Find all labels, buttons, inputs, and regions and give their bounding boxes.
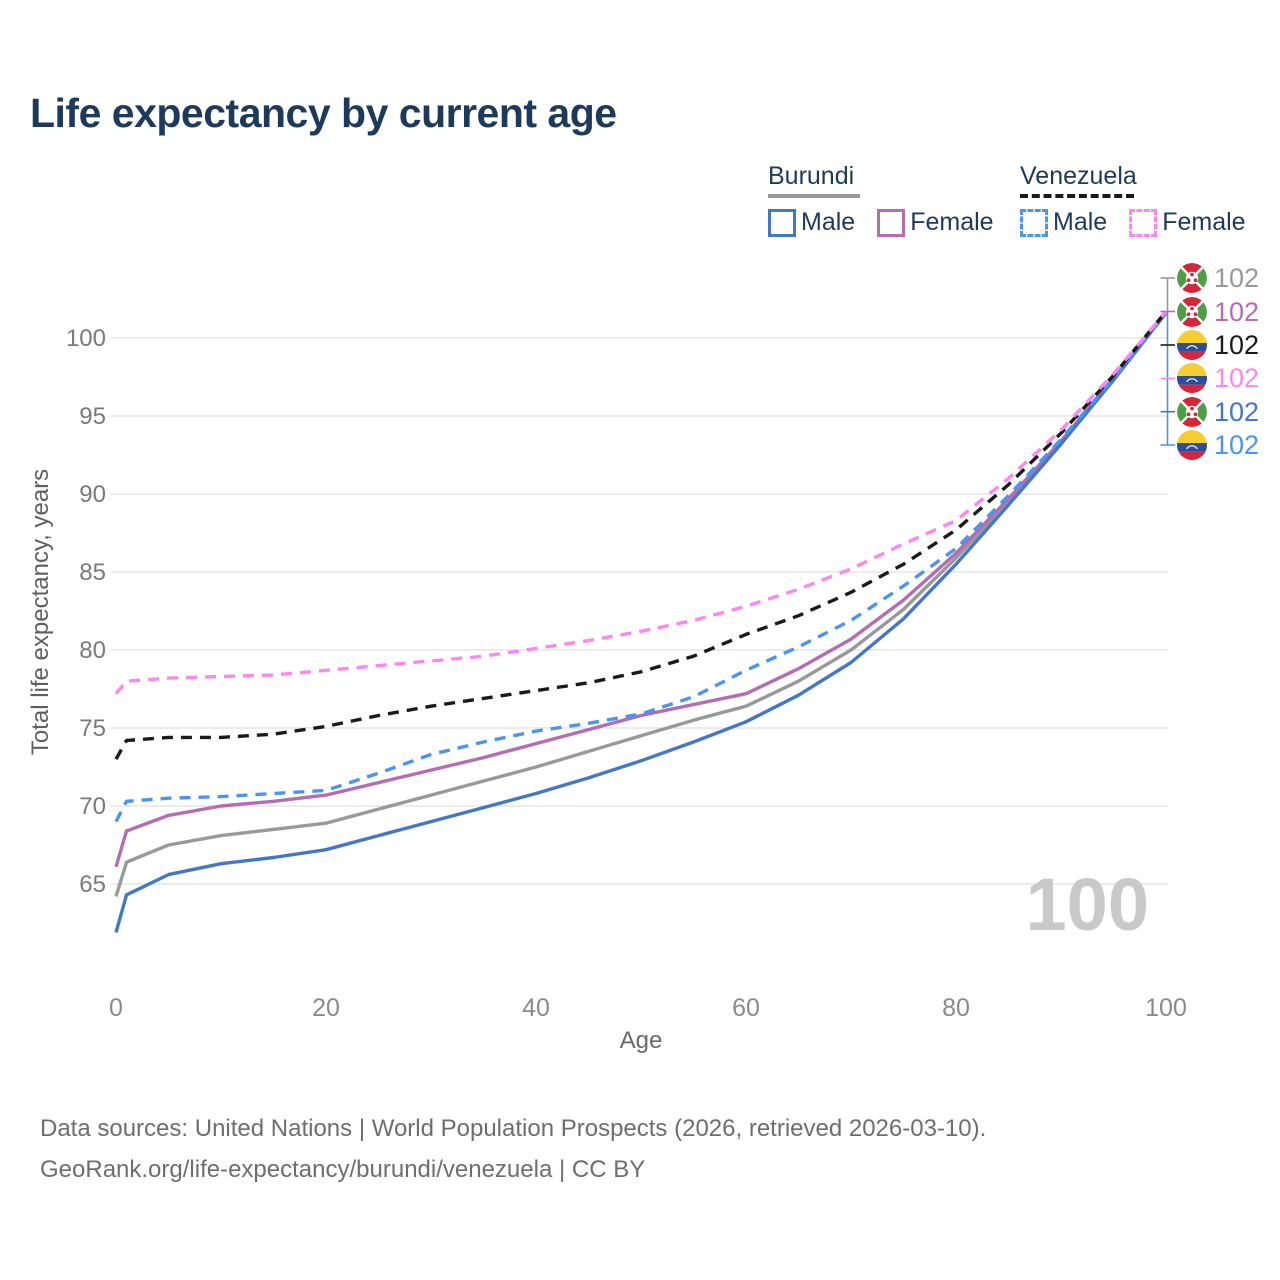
y-axis-title: Total life expectancy, years: [27, 469, 54, 755]
y-tick-label: 70: [79, 793, 106, 820]
x-axis-tick-labels: 0 20 40 60 80 100: [109, 994, 1187, 1022]
series-end-label: 102: [1177, 330, 1259, 360]
series-end-label: 102: [1177, 363, 1260, 394]
page-title: Life expectancy by current age: [30, 90, 617, 136]
series-end-label: 102: [1177, 296, 1260, 327]
y-tick-label: 95: [79, 403, 106, 430]
series-end-label: 102: [1177, 430, 1259, 460]
legend-item-burundi-female[interactable]: Female: [877, 208, 994, 237]
venezuela-line-style-sample: [1020, 194, 1134, 198]
legend-country-venezuela[interactable]: Venezuela: [1020, 162, 1137, 190]
burundi-line-style-sample: [768, 194, 860, 198]
legend-group-venezuela: Venezuela Male Female: [1020, 162, 1246, 237]
attribution-link-text: GeoRank.org/life-expectancy/burundi/vene…: [40, 1156, 646, 1183]
series-end-value: 102: [1214, 430, 1260, 460]
x-tick-label: 40: [522, 994, 550, 1022]
venezuela-flag-icon: [1177, 330, 1207, 360]
y-axis-tick-labels: 65 70 75 80 85 90 95 100: [66, 325, 106, 898]
series-end-label: 102: [1177, 396, 1260, 427]
burundi-male-swatch: [768, 208, 796, 237]
data-sources-text: Data sources: United Nations | World Pop…: [40, 1115, 987, 1142]
series-end-value: 102: [1214, 363, 1260, 394]
burundi-flag-icon: [1177, 396, 1207, 427]
series-end-value: 102: [1214, 263, 1260, 293]
legend-label: Female: [1162, 208, 1246, 236]
series-line-venezuela-female[interactable]: [114, 310, 1168, 695]
legend-label: Male: [801, 208, 856, 236]
y-tick-label: 75: [79, 715, 106, 742]
y-tick-label: 90: [79, 481, 106, 508]
venezuela-flag-icon: [1177, 363, 1207, 394]
burundi-female-swatch: [877, 208, 906, 237]
venezuela-male-swatch: [1020, 208, 1048, 237]
legend-label: Female: [910, 208, 994, 236]
venezuela-flag-icon: [1177, 330, 1207, 360]
venezuela-flag-icon: [1177, 430, 1207, 460]
x-tick-label: 100: [1145, 994, 1187, 1022]
burundi-flag-icon: [1177, 263, 1207, 293]
x-axis-title: Age: [620, 1027, 663, 1054]
y-tick-label: 80: [79, 637, 106, 664]
footer: Data sources: United Nations | World Pop…: [40, 1108, 986, 1190]
legend-item-venezuela-male[interactable]: Male: [1020, 208, 1107, 237]
series-end-value: 102: [1214, 330, 1260, 360]
venezuela-flag-icon: [1177, 430, 1207, 460]
series-line-venezuela-both[interactable]: [114, 310, 1168, 761]
legend-country-burundi[interactable]: Burundi: [768, 162, 855, 190]
x-tick-label: 80: [942, 994, 970, 1022]
y-tick-label: 85: [79, 559, 106, 586]
series-end-value: 102: [1214, 296, 1260, 327]
end-label-leader-lines: [1160, 277, 1175, 446]
age-counter-watermark: 100: [1025, 863, 1149, 946]
x-tick-label: 20: [312, 994, 340, 1022]
venezuela-flag-icon: [1177, 363, 1207, 394]
series-line-burundi-male[interactable]: [114, 311, 1168, 933]
series-line-burundi-female[interactable]: [114, 311, 1168, 868]
venezuela-female-swatch: [1129, 208, 1158, 237]
burundi-flag-icon: [1177, 263, 1207, 293]
legend-item-burundi-male[interactable]: Male: [768, 208, 855, 237]
legend-group-burundi: Burundi Male Female: [768, 162, 994, 237]
series-end-label: 102: [1177, 263, 1259, 293]
burundi-flag-icon: [1177, 396, 1207, 427]
burundi-flag-icon: [1177, 296, 1207, 327]
legend-item-venezuela-female[interactable]: Female: [1129, 208, 1246, 237]
series-end-value: 102: [1214, 396, 1260, 427]
series-line-burundi-both[interactable]: [114, 311, 1168, 897]
x-tick-label: 0: [109, 994, 123, 1022]
burundi-flag-icon: [1177, 296, 1207, 327]
legend-label: Male: [1053, 208, 1108, 236]
series-line-venezuela-male[interactable]: [114, 311, 1168, 823]
y-tick-label: 65: [79, 871, 106, 898]
y-tick-label: 100: [66, 325, 106, 352]
x-tick-label: 60: [732, 994, 760, 1022]
